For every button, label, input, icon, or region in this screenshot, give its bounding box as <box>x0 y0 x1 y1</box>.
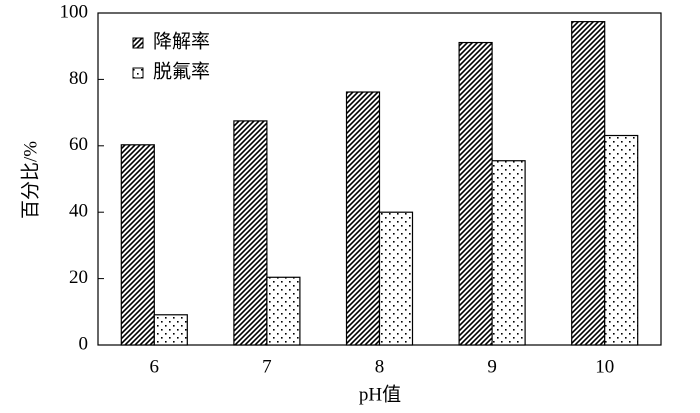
bar <box>233 120 268 346</box>
bar <box>458 41 493 346</box>
x-axis-label: pH值 <box>359 383 401 405</box>
bar <box>491 160 526 346</box>
y-tick-label: 80 <box>69 68 88 89</box>
legend-swatch <box>132 37 144 49</box>
legend-label: 降解率 <box>153 30 210 52</box>
x-tick-label: 7 <box>262 356 272 377</box>
bar <box>604 134 639 346</box>
x-tick-label: 9 <box>487 356 497 377</box>
bar <box>153 314 188 346</box>
bar <box>571 21 606 346</box>
y-tick-label: 0 <box>79 333 89 354</box>
bar <box>378 211 414 346</box>
y-tick-label: 40 <box>69 201 88 222</box>
y-tick-label: 20 <box>69 267 88 288</box>
x-tick-label: 8 <box>375 356 385 377</box>
x-tick-label: 10 <box>595 356 614 377</box>
x-tick-label: 6 <box>150 356 160 377</box>
legend-label: 脱氟率 <box>153 60 210 82</box>
legend-swatch <box>132 67 144 79</box>
y-tick-label: 60 <box>69 134 88 155</box>
bar <box>120 144 155 346</box>
y-axis-label: 百分比/% <box>19 141 41 219</box>
y-tick-label: 100 <box>60 1 89 22</box>
bar <box>345 91 381 346</box>
bar <box>266 276 301 346</box>
